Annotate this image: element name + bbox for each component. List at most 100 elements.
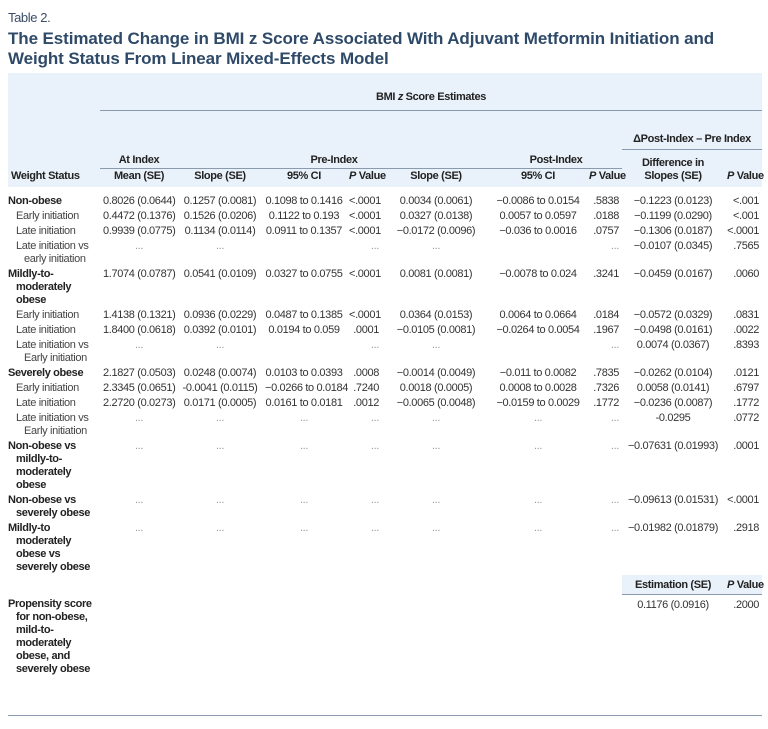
- pre-p-value-cell: <.0001: [349, 267, 381, 280]
- post-p-value-cell: ...: [610, 338, 619, 351]
- mean-se-cell: 1.8400 (0.0618): [103, 323, 176, 336]
- pre-p-value-cell: <.0001: [349, 224, 381, 237]
- post-slope-se-cell: −0.0014 (0.0049): [396, 366, 476, 379]
- pre-slope-se-cell: 0.0936 (0.0229): [183, 308, 257, 321]
- post-ci-cell: [490, 338, 586, 366]
- diff-p-value-cell: .6797: [733, 381, 760, 394]
- table-header: BMI z Score Estimates ΔPost-Index – Pre …: [8, 73, 764, 187]
- post-ci-cell: ...: [533, 411, 543, 424]
- post-p-value-cell: .7326: [593, 381, 619, 394]
- mean-se-cell: ...: [134, 521, 144, 534]
- post-ci-header: 95% CI: [490, 168, 586, 187]
- diff-slopes-se-cell: −0.1306 (0.0187): [633, 224, 713, 237]
- diff-slopes-se-cell: -0.0295: [655, 411, 691, 424]
- pre-p-value-cell: <.0001: [349, 209, 381, 222]
- post-ci-cell: ...: [533, 521, 543, 534]
- post-p-value-cell: .0757: [593, 224, 619, 237]
- post-slope-se-cell: 0.0081 (0.0081): [399, 267, 473, 280]
- pre-p-value-cell: ...: [370, 521, 379, 534]
- row-label: Late initiation vs early initiation: [16, 239, 89, 265]
- diff-slopes-se-cell: −0.07631 (0.01993): [627, 439, 719, 452]
- table-row: Early initiation 0.4472 (0.1376) 0.1526 (0…: [8, 209, 762, 224]
- table-row: Severely obese 2.1827 (0.0503) 0.0248 (0.0…: [8, 366, 762, 381]
- mean-se-cell: 0.4472 (0.1376): [103, 209, 176, 222]
- blank: [100, 594, 622, 677]
- header-blank: [8, 110, 622, 150]
- table-row: Non-obese vs severely obese.............…: [8, 493, 762, 521]
- diff-slopes-se-cell: 0.0058 (0.0141): [636, 381, 710, 394]
- diff-slopes-se-cell: 0.0074 (0.0367): [636, 338, 710, 351]
- row-label: Non-obese vs mildly-to-moderately obese: [8, 439, 76, 491]
- header-blank: [724, 149, 763, 168]
- diff-p-value-cell: <.001: [732, 194, 760, 207]
- delta-post-pre-header: ΔPost-Index – Pre Index: [622, 110, 763, 150]
- weight-status-header: Weight Status: [8, 168, 100, 187]
- post-slope-se-cell: −0.0172 (0.0096): [396, 224, 476, 237]
- post-ci-cell: 0.0064 to 0.0664: [499, 308, 577, 321]
- mean-se-cell: 1.7074 (0.0787): [103, 267, 176, 280]
- post-slope-se-cell: ...: [431, 239, 441, 252]
- table-row: Late initiation 0.9939 (0.0775) 0.1134 (0.…: [8, 224, 762, 239]
- pre-p-value-cell: ...: [370, 338, 379, 351]
- results-table: BMI z Score Estimates ΔPost-Index – Pre …: [8, 73, 764, 677]
- mean-se-cell: 2.2720 (0.0273): [103, 396, 176, 409]
- post-p-value-cell: .1772: [593, 396, 619, 409]
- post-ci-cell: −0.0078 to 0.024: [499, 267, 577, 280]
- row-label: Early initiation: [16, 381, 79, 394]
- pre-ci-cell: ...: [299, 493, 309, 506]
- post-ci-cell: 0.0008 to 0.0028: [499, 381, 577, 394]
- diff-p-value-cell: .0001: [733, 439, 760, 452]
- pre-p-value-cell: ...: [370, 439, 379, 452]
- propensity-p-value-header: P Value: [724, 574, 764, 595]
- diff-slopes-se-cell: −0.09613 (0.01531): [627, 493, 719, 506]
- table-title: The Estimated Change in BMI z Score Asso…: [8, 29, 715, 68]
- post-p-value-cell: ...: [610, 439, 619, 452]
- at-index-header: At Index: [100, 149, 178, 169]
- pre-ci-cell: ...: [299, 439, 309, 452]
- pre-slope-se-cell: ...: [215, 239, 225, 252]
- pre-p-value-cell: ...: [370, 493, 379, 506]
- mean-se-cell: 0.8026 (0.0644): [103, 194, 176, 207]
- diff-p-value-cell: .7565: [733, 239, 760, 252]
- pre-ci-cell: −0.0266 to 0.0184: [265, 381, 349, 394]
- post-slope-se-cell: −0.0105 (0.0081): [396, 323, 476, 336]
- post-slope-se-cell: ...: [431, 493, 441, 506]
- pre-ci-cell: [262, 338, 346, 366]
- row-label: Early initiation: [16, 209, 79, 222]
- post-p-value-cell: .7835: [593, 366, 619, 379]
- mean-se-cell: ...: [134, 239, 144, 252]
- pre-slope-se-cell: 0.0392 (0.0101): [183, 323, 257, 336]
- pre-slope-se-header: Slope (SE): [178, 168, 262, 187]
- diff-p-value-header: P Value: [724, 168, 764, 187]
- pre-slope-se-cell: ...: [215, 493, 225, 506]
- post-ci-cell: −0.0086 to 0.0154: [496, 194, 580, 207]
- pre-p-value-cell: .0001: [353, 323, 379, 336]
- pre-slope-se-cell: 0.1257 (0.0081): [183, 194, 257, 207]
- post-slope-se-cell: ...: [431, 411, 441, 424]
- post-slope-se-cell: 0.0327 (0.0138): [399, 209, 473, 222]
- table-row: Non-obese 0.8026 (0.0644) 0.1257 (0.0081) 0…: [8, 187, 762, 209]
- post-slope-se-cell: 0.0364 (0.0153): [399, 308, 473, 321]
- table-row: Mildly-to moderately obese vs severely o…: [8, 521, 762, 575]
- diff-slopes-se-cell: −0.0572 (0.0329): [633, 308, 713, 321]
- pre-p-value-header: P Value: [346, 168, 386, 187]
- row-label: Early initiation: [16, 308, 79, 321]
- diff-p-value-cell: .8393: [733, 338, 760, 351]
- pre-p-value-cell: .7240: [353, 381, 379, 394]
- pre-p-value-cell: ...: [370, 239, 379, 252]
- pre-p-value-cell: <.0001: [349, 194, 381, 207]
- row-label: Mildly-to moderately obese vs severely o…: [8, 521, 90, 573]
- diff-p-value-cell: .1772: [733, 396, 760, 409]
- diff-p-value-cell: .0060: [733, 267, 760, 280]
- post-ci-cell: ...: [533, 493, 543, 506]
- post-ci-cell: −0.036 to 0.0016: [499, 224, 577, 237]
- post-slope-se-cell: ...: [431, 521, 441, 534]
- table-row: Early initiation 1.4138 (0.1321) 0.0936 (0…: [8, 308, 762, 323]
- post-ci-cell: [490, 239, 586, 267]
- post-slope-se-cell: −0.0065 (0.0048): [396, 396, 476, 409]
- post-p-value-cell: ...: [610, 493, 619, 506]
- post-ci-cell: −0.0264 to 0.0054: [496, 323, 580, 336]
- diff-p-value-cell: .0022: [733, 323, 760, 336]
- pre-slope-se-cell: 0.0541 (0.0109): [183, 267, 257, 280]
- pre-slope-se-cell: 0.1134 (0.0114): [184, 224, 256, 237]
